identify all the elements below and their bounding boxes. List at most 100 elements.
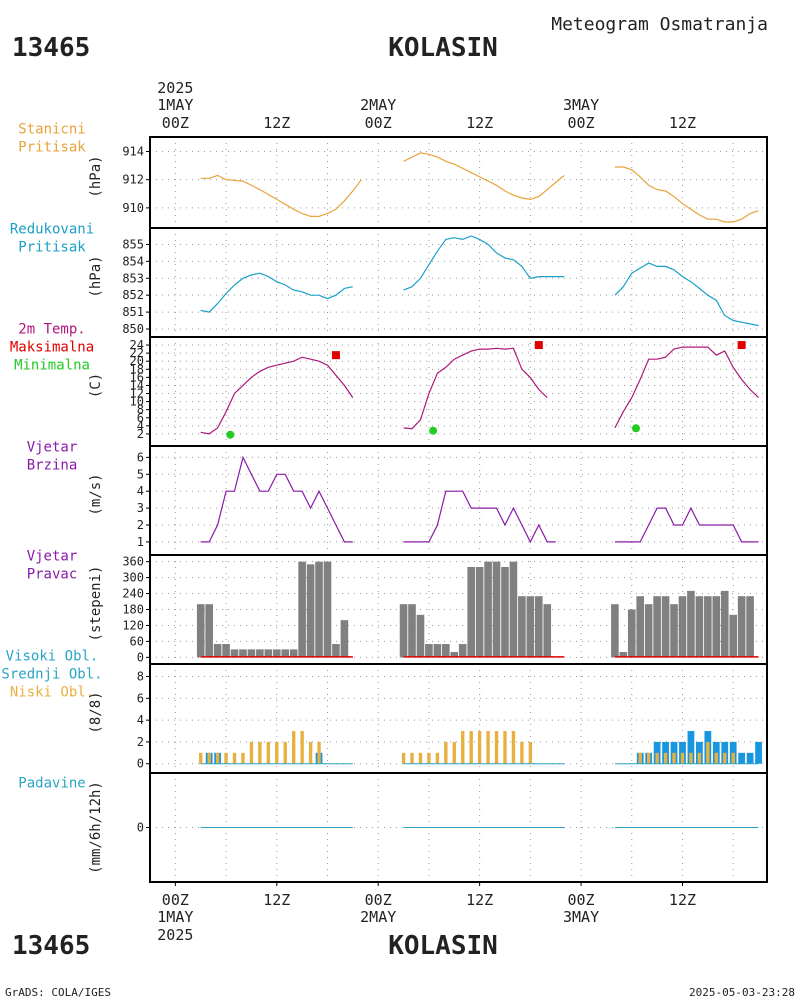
wind-dir-bar	[315, 561, 323, 658]
y-tick-label: 2	[137, 427, 144, 441]
y-tick-label: 4	[137, 713, 144, 727]
series-line	[614, 346, 759, 429]
series-line	[403, 347, 548, 430]
wind-dir-bar	[323, 561, 332, 658]
cloud-low-bar	[503, 731, 507, 764]
wind-dir-bar	[543, 604, 552, 658]
y-tick-label: 12	[130, 387, 144, 401]
date-label-top: 2MAY	[360, 96, 396, 114]
cloud-low-bar	[207, 752, 211, 764]
time-tick-top: 00Z	[162, 114, 189, 132]
panel-label: Maksimalna	[10, 340, 94, 356]
station-id-bottom: 13465	[12, 931, 90, 961]
panel-clouds: 0 2 4 6 8 Visoki Obl. Srednji Obl. Niski Obl.(8…	[1, 649, 768, 774]
wind-dir-bar	[298, 561, 306, 658]
cloud-low-bar	[528, 741, 533, 764]
wind-dir-bar	[704, 596, 712, 658]
panel-label: Minimalna	[14, 358, 90, 374]
wind-dir-bar	[408, 604, 416, 658]
y-tick-label: 850	[122, 322, 144, 336]
cloud-low-bar	[410, 752, 414, 764]
cloud-low-bar	[266, 741, 271, 764]
wind-dir-bar	[678, 596, 687, 658]
series-line	[200, 455, 353, 543]
y-tick-label: 0	[137, 821, 144, 835]
cloud-high-bar	[721, 741, 729, 764]
wind-dir-bar	[239, 649, 247, 658]
panel-label: Niski Obl.	[10, 685, 94, 701]
time-tick-bottom: 00Z	[162, 891, 189, 909]
cloud-low-bar	[494, 731, 499, 764]
cloud-high-bar	[653, 741, 661, 764]
unit-label: (m/s)	[88, 473, 104, 515]
series-line	[200, 174, 362, 217]
wind-dir-bar	[222, 644, 230, 658]
date-label-top: 1MAY	[157, 96, 193, 114]
time-tick-bottom: 12Z	[466, 891, 493, 909]
y-tick-label: 16	[130, 370, 144, 384]
cloud-low-bar	[401, 752, 406, 764]
wind-dir-bar	[281, 649, 290, 658]
wind-dir-bar	[737, 596, 746, 658]
wind-dir-bar	[213, 644, 222, 658]
cloud-low-bar	[249, 741, 254, 764]
wind-dir-bar	[746, 596, 754, 658]
y-tick-label: 14	[130, 378, 144, 392]
panel-frame	[149, 227, 768, 338]
panel-stanicni: 910 912 914 Stanicni Pritisak(hPa)	[18, 122, 768, 229]
time-tick-top: 00Z	[365, 114, 392, 132]
cloud-low-bar	[232, 752, 237, 764]
cloud-low-bar	[427, 752, 431, 764]
panel-label: Brzina	[27, 458, 78, 474]
y-tick-label: 8	[137, 670, 144, 684]
cloud-low-bar	[469, 731, 473, 764]
panel-label: Pritisak	[18, 140, 86, 156]
y-tick-label: 2	[137, 518, 144, 532]
y-tick-label: 912	[122, 173, 144, 187]
year-label-top: 2025	[157, 79, 193, 97]
cloud-low-bar	[241, 752, 245, 764]
cloud-high-bar	[738, 752, 746, 764]
wind-dir-bar	[712, 596, 721, 658]
max-temp-marker	[331, 351, 340, 360]
year-label-bottom: 2025	[157, 926, 193, 944]
cloud-low-bar	[275, 741, 279, 764]
series-line	[200, 272, 353, 313]
y-tick-label: 24	[130, 338, 144, 352]
credit-text: GrADS: COLA/IGES	[5, 986, 111, 999]
cloud-low-bar	[714, 752, 718, 764]
y-tick-label: 3	[137, 501, 144, 515]
series-line	[403, 235, 565, 291]
cloud-low-bar	[697, 752, 702, 764]
panel-label: 2m Temp.	[18, 322, 85, 338]
wind-dir-bar	[509, 561, 518, 658]
wind-dir-bar	[306, 564, 315, 658]
unit-label: (stepeni)	[88, 566, 104, 642]
date-label-bottom: 1MAY	[157, 908, 193, 926]
cloud-low-bar	[435, 752, 440, 764]
wind-dir-bar	[695, 596, 704, 658]
date-label-bottom: 3MAY	[563, 908, 599, 926]
y-tick-label: 853	[122, 271, 144, 285]
panel-label: Padavine	[18, 776, 85, 792]
cloud-low-bar	[680, 752, 685, 764]
cloud-low-bar	[461, 731, 465, 764]
wind-dir-bar	[636, 596, 645, 658]
panel-precip: 0 Padavine (mm/6h/12h)	[18, 772, 768, 883]
panel-label: Redukovani	[10, 222, 94, 238]
y-tick-label: 360	[122, 555, 144, 569]
wind-dir-bar	[247, 649, 256, 658]
timestamp-text: 2025-05-03-23:28	[689, 986, 795, 999]
y-tick-label: 120	[122, 618, 144, 632]
wind-dir-bar	[230, 649, 239, 658]
cloud-low-bar	[224, 752, 228, 764]
panels: 910912914StanicniPritisak(hPa)8508518528…	[1, 122, 768, 883]
wind-dir-bar	[687, 590, 695, 658]
y-tick-label: 300	[122, 571, 144, 585]
wind-dir-bar	[205, 604, 213, 658]
cloud-low-bar	[300, 731, 304, 764]
